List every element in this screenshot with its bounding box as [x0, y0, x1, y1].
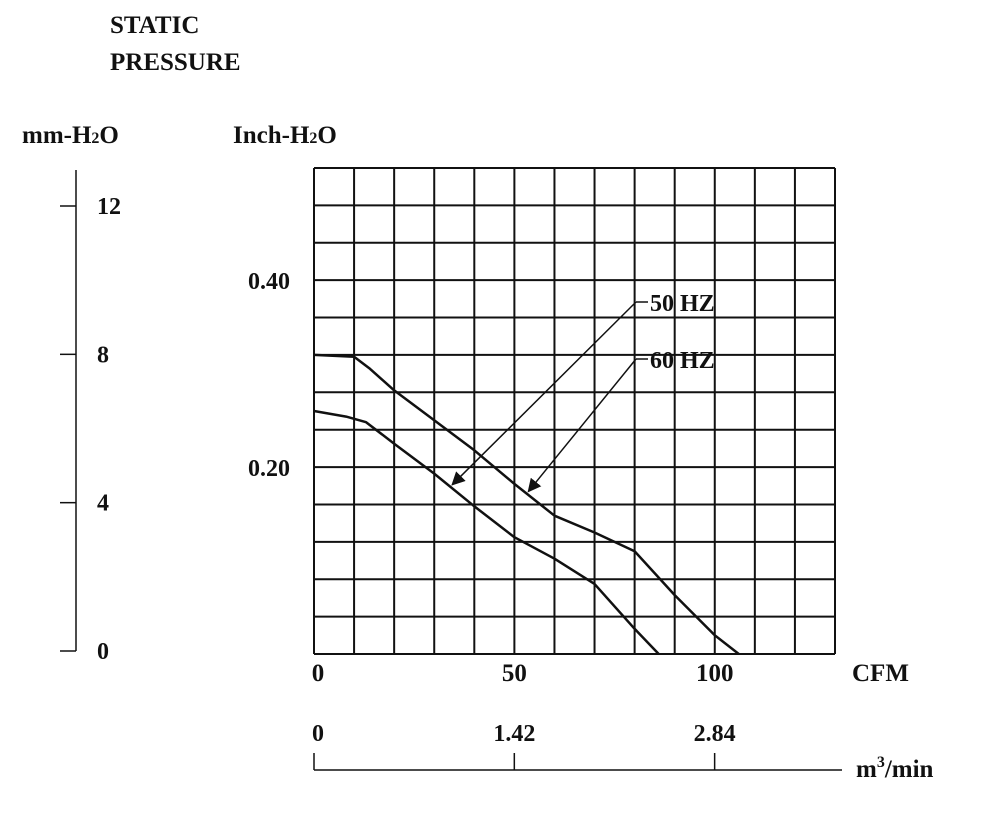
- inch-h2o-unit-label: Inch-H2O: [233, 122, 337, 149]
- annotation-leader-arrow: [451, 301, 637, 486]
- m3-tick-label: 1.42: [493, 721, 535, 747]
- mm-h2o-unit-label: mm-H2O: [22, 122, 119, 149]
- series-label: 50 HZ: [650, 291, 715, 317]
- series-lines: [313, 353, 740, 655]
- mm-axis-ticks: 12 8 4 0: [60, 194, 121, 665]
- series-line-50-hz: [313, 409, 660, 655]
- mm-tick-label: 4: [97, 491, 109, 517]
- cfm-unit-label: CFM: [852, 660, 909, 687]
- chart-title-line1: STATIC: [110, 12, 199, 39]
- cfm-tick-label: 50: [502, 660, 527, 687]
- series-line-60-hz: [313, 353, 740, 655]
- annotation-leader-arrow: [527, 358, 637, 493]
- plot-grid: [313, 167, 836, 655]
- mm-tick-label: 0: [97, 639, 109, 665]
- series-label: 60 HZ: [650, 348, 715, 374]
- m3-tick-label: 2.84: [694, 721, 736, 747]
- inch-tick-label: 0.20: [248, 456, 290, 482]
- cfm-tick-label: 0: [312, 660, 325, 687]
- mm-tick-label: 12: [97, 194, 121, 220]
- series-annotations: 50 HZ 60 HZ: [451, 291, 715, 493]
- m3-axis-ticks: 0 1.42 2.84: [312, 721, 736, 770]
- mm-tick-label: 8: [97, 342, 109, 368]
- inch-axis-ticks: 0.40 0.20: [248, 269, 290, 482]
- chart-title-line2: PRESSURE: [110, 49, 241, 76]
- cfm-axis-ticks: 0 50 100: [312, 660, 734, 687]
- m3-tick-label: 0: [312, 721, 324, 747]
- inch-tick-label: 0.40: [248, 269, 290, 295]
- m3-min-unit-label: m3/min: [856, 754, 934, 783]
- cfm-tick-label: 100: [696, 660, 734, 687]
